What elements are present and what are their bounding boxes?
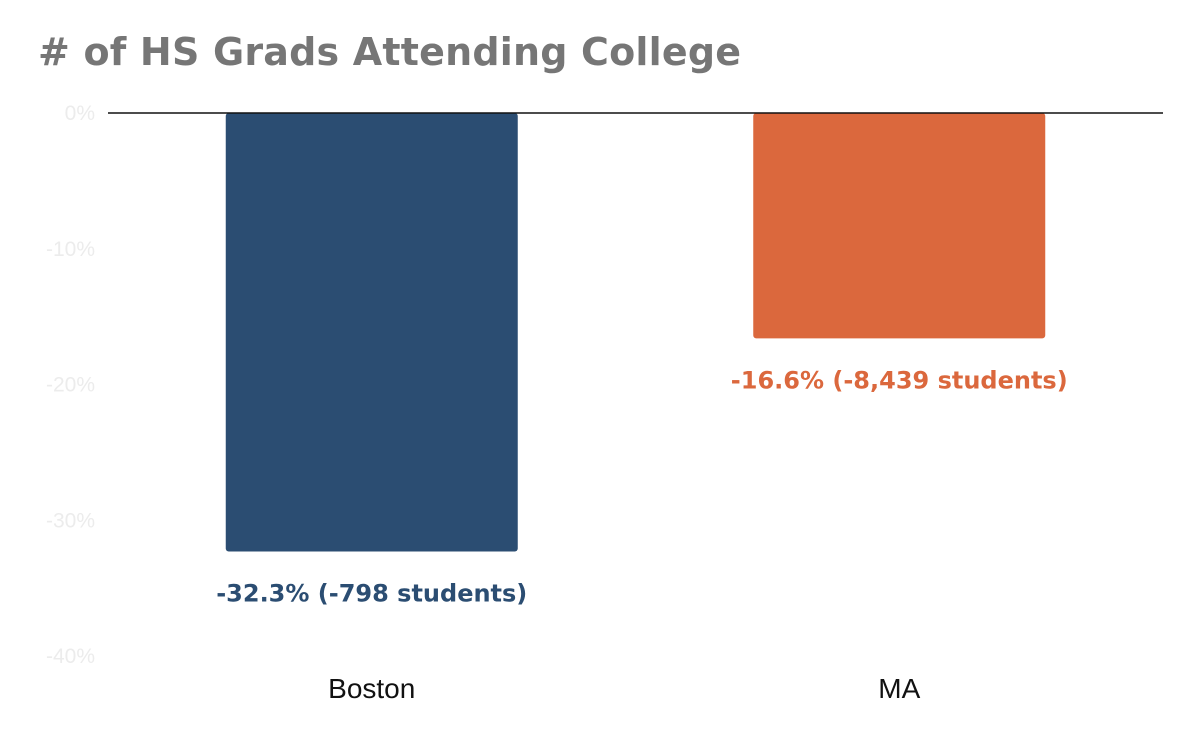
y-tick-label: -10% — [46, 238, 95, 261]
y-tick-label: -30% — [46, 509, 95, 532]
data-label-boston: -32.3% (-798 students) — [216, 579, 527, 607]
bar-boston — [225, 113, 518, 552]
bar-ma — [753, 113, 1046, 339]
bars — [225, 113, 1046, 552]
data-labels: -32.3% (-798 students) -16.6% (-8,439 stu… — [216, 366, 1067, 607]
data-label-ma: -16.6% (-8,439 students) — [731, 366, 1068, 394]
category-label-ma: MA — [878, 673, 920, 704]
category-labels: Boston MA — [328, 673, 920, 704]
y-tick-label: -20% — [46, 374, 95, 397]
y-tick-label: 0% — [65, 102, 95, 125]
chart-title: # of HS Grads Attending College — [38, 30, 742, 74]
y-axis-ticks: 0% -10% -20% -30% -40% — [46, 102, 95, 668]
category-label-boston: Boston — [328, 673, 415, 704]
y-tick-label: -40% — [46, 645, 95, 668]
